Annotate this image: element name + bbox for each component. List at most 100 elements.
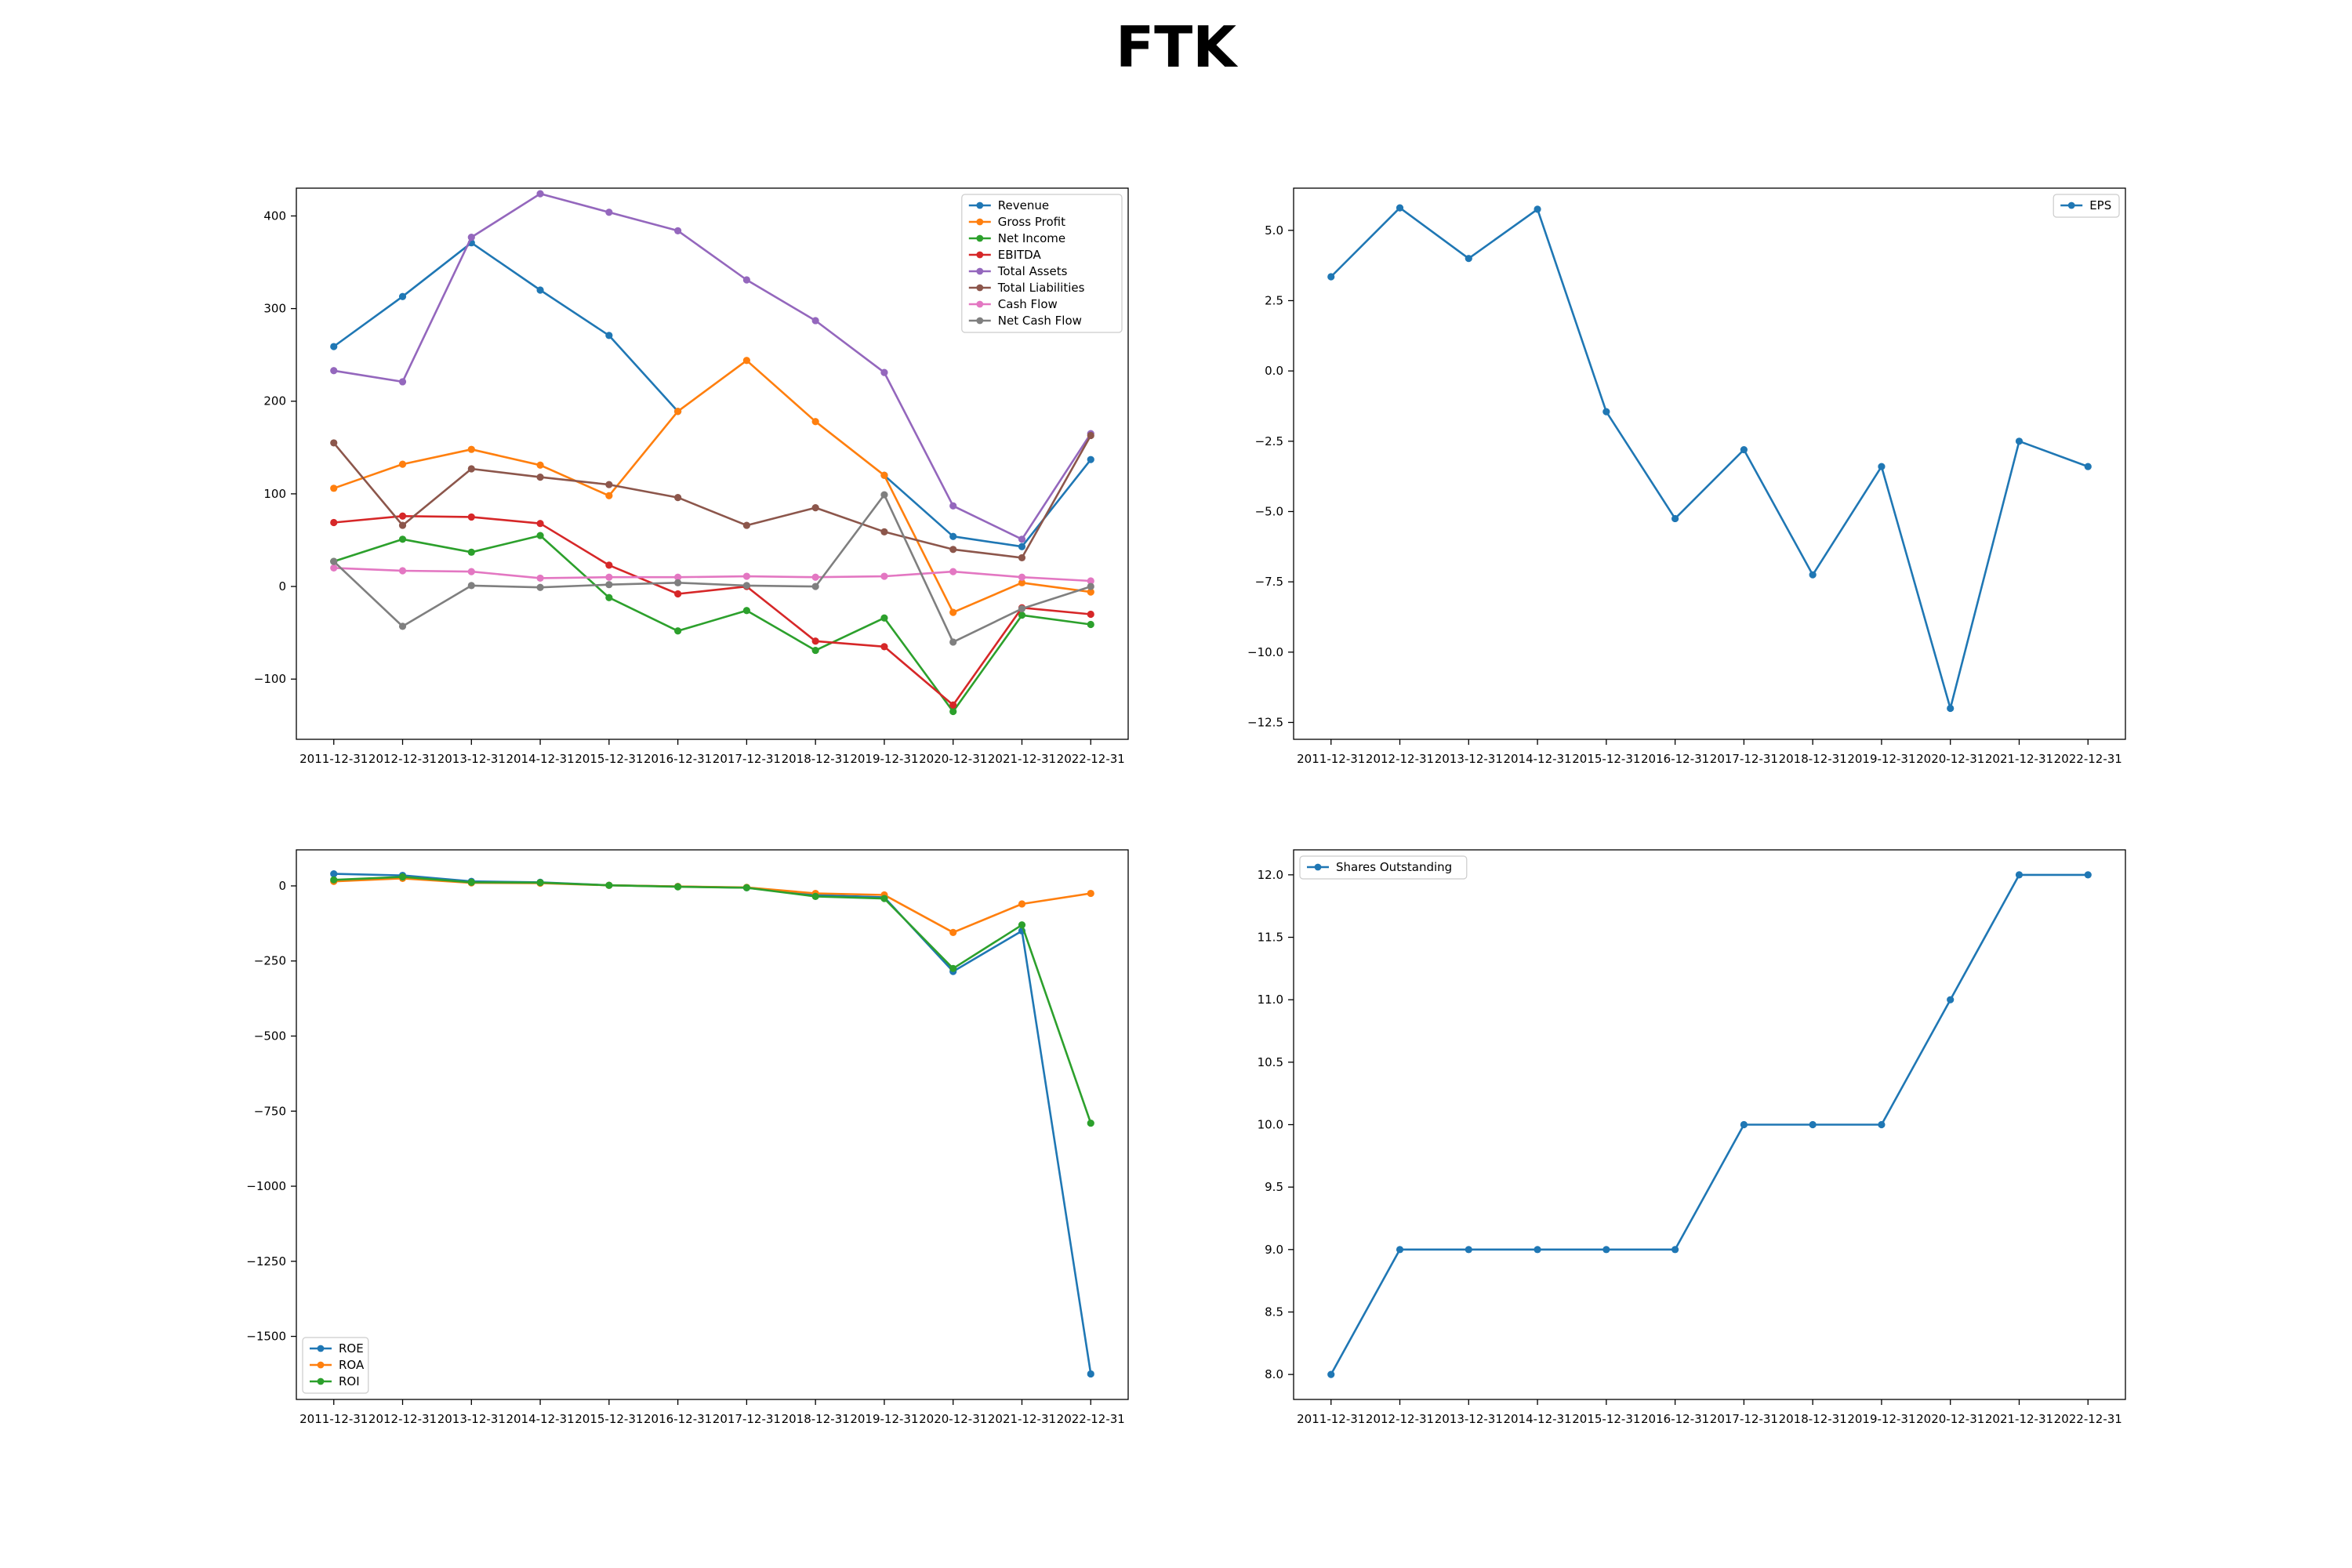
data-point [1087,610,1094,619]
x-tick-label: 2019-12-31 [1847,752,1915,766]
x-tick-label: 2013-12-31 [1435,752,1503,766]
series-line [333,534,1091,713]
data-point [811,892,819,900]
data-point [811,583,819,590]
x-tick-label: 2018-12-31 [1779,752,1847,766]
y-tick-label: −12.5 [1247,715,1283,729]
x-tick-label: 2015-12-31 [1572,1412,1640,1426]
data-point [1018,612,1026,619]
data-point [605,561,613,569]
x-tick-label: 2019-12-31 [1847,1412,1915,1426]
x-tick-label: 2012-12-31 [368,1412,437,1426]
data-point [330,518,338,527]
y-tick-label: 11.5 [1258,931,1283,945]
legend-label: Total Liabilities [997,281,1085,295]
x-tick-label: 2022-12-31 [2054,1412,2122,1426]
legend-marker [976,300,984,308]
series-line [333,359,1091,614]
data-point [330,876,338,884]
data-point [1327,1370,1335,1378]
x-tick-label: 2020-12-31 [1916,1412,1984,1426]
x-tick-label: 2012-12-31 [1366,752,1434,766]
x-tick-label: 2016-12-31 [644,752,712,766]
legend-marker [976,218,984,226]
data-point [1878,1120,1886,1129]
legend-marker [976,317,984,325]
series-roi [330,873,1094,1127]
x-tick-label: 2021-12-31 [988,1412,1056,1426]
data-point [467,568,475,575]
data-point [536,474,544,481]
data-point [605,332,613,339]
y-tick-label: 400 [263,209,286,223]
data-point [536,879,544,887]
data-point [467,513,475,521]
data-point [330,439,338,447]
y-tick-label: −2.5 [1255,434,1283,448]
legend-marker [317,1361,325,1369]
y-tick-label: −250 [254,954,286,968]
data-point [880,471,888,479]
x-tick-label: 2011-12-31 [299,1412,368,1426]
data-point [811,418,819,426]
data-point [742,521,750,529]
data-point [1878,463,1886,470]
y-tick-label: 0 [278,879,286,893]
data-point [1671,514,1679,523]
data-point [1087,620,1094,629]
data-point [949,707,957,716]
data-point [1018,579,1026,586]
x-tick-label: 2022-12-31 [1057,752,1125,766]
data-point [880,368,888,376]
axes-frame [1293,187,2126,740]
data-point [674,590,682,598]
series-ebitda [330,512,1094,709]
y-tick-label: −500 [254,1029,286,1043]
data-point [880,895,888,902]
y-tick-label: 100 [263,487,286,501]
legend-box [2053,194,2120,218]
data-point [811,646,819,655]
y-tick-label: 200 [263,394,286,408]
legend-marker [976,284,984,292]
data-point [536,190,544,198]
x-tick-label: 2011-12-31 [299,752,368,766]
series-shares-outstanding [1327,871,2092,1378]
x-tick-label: 2013-12-31 [1435,1412,1503,1426]
legend-label: EBITDA [998,248,1042,262]
y-tick-label: 12.0 [1258,868,1283,882]
data-point [605,492,613,499]
data-point [1018,900,1026,908]
y-tick-label: −1500 [246,1330,286,1344]
data-point [467,582,475,590]
data-point [1396,204,1404,212]
legend-label: Cash Flow [998,297,1058,311]
legend-label: Net Income [998,231,1065,245]
data-point [811,317,819,325]
data-point [536,461,544,469]
x-tick-label: 2019-12-31 [850,752,918,766]
x-tick-label: 2020-12-31 [919,1412,987,1426]
data-point [949,638,957,646]
data-point [605,881,613,889]
series-line [1330,206,2089,710]
data-point [1018,543,1026,550]
data-point [1602,1246,1610,1254]
legend-marker [317,1377,325,1385]
series-line [332,241,679,412]
data-point [398,535,407,543]
x-tick-label: 2017-12-31 [1710,1412,1778,1426]
legend-label: ROA [339,1358,365,1372]
x-tick-label: 2022-12-31 [1057,1412,1125,1426]
data-point [1087,1119,1094,1127]
x-tick-label: 2018-12-31 [782,1412,850,1426]
series-revenue [330,239,1094,550]
x-tick-label: 2019-12-31 [850,1412,918,1426]
y-tick-label: −7.5 [1255,575,1283,589]
x-tick-label: 2011-12-31 [1297,752,1365,766]
x-tick-label: 2020-12-31 [919,752,987,766]
y-tick-label: 2.5 [1265,293,1283,307]
data-point [1396,1246,1404,1254]
data-point [1534,205,1541,213]
